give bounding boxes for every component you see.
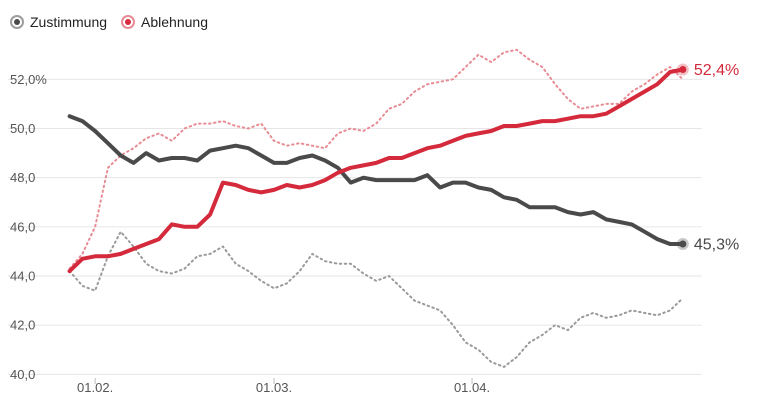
x-tick-label-2: 01.04.: [454, 380, 490, 395]
legend-swatch-zustimmung: [10, 15, 24, 29]
y-tick-label-2: 44,0: [10, 268, 35, 283]
y-axis-ticks: 40,0 42,0 44,0 46,0 48,0 50,0 52,0%: [10, 72, 47, 382]
end-markers: 45,3% 52,4%: [676, 62, 739, 254]
y-tick-label-1: 42,0: [10, 318, 35, 333]
y-tick-label-6: 52,0%: [10, 72, 47, 87]
y-tick-label-3: 46,0: [10, 219, 35, 234]
series-lines: [67, 48, 685, 368]
x-tick-label-1: 01.03.: [256, 380, 292, 395]
end-label-1: 52,4%: [694, 62, 739, 79]
end-label-0: 45,3%: [694, 237, 739, 254]
legend-swatch-ablehnung: [121, 15, 136, 29]
series-line-2: [68, 230, 684, 368]
series-line-0: [67, 114, 685, 246]
y-tick-label-4: 48,0: [10, 170, 35, 185]
legend-item-ablehnung[interactable]: Ablehnung: [121, 14, 208, 30]
series-line-1: [67, 67, 685, 274]
series-line-3: [68, 48, 684, 270]
end-marker-0: [679, 240, 687, 248]
legend-label-zustimmung: Zustimmung: [30, 14, 108, 30]
y-tick-label-0: 40,0: [10, 367, 35, 382]
legend-label-ablehnung: Ablehnung: [141, 14, 208, 30]
legend: Zustimmung Ablehnung: [10, 12, 222, 32]
end-marker-1: [679, 65, 687, 73]
x-axis-ticks: 01.02. 01.03. 01.04.: [77, 378, 490, 395]
legend-item-zustimmung[interactable]: Zustimmung: [10, 14, 107, 30]
x-tick-label-0: 01.02.: [77, 380, 113, 395]
grid-lines: [8, 78, 702, 375]
y-tick-label-5: 50,0: [10, 121, 35, 136]
